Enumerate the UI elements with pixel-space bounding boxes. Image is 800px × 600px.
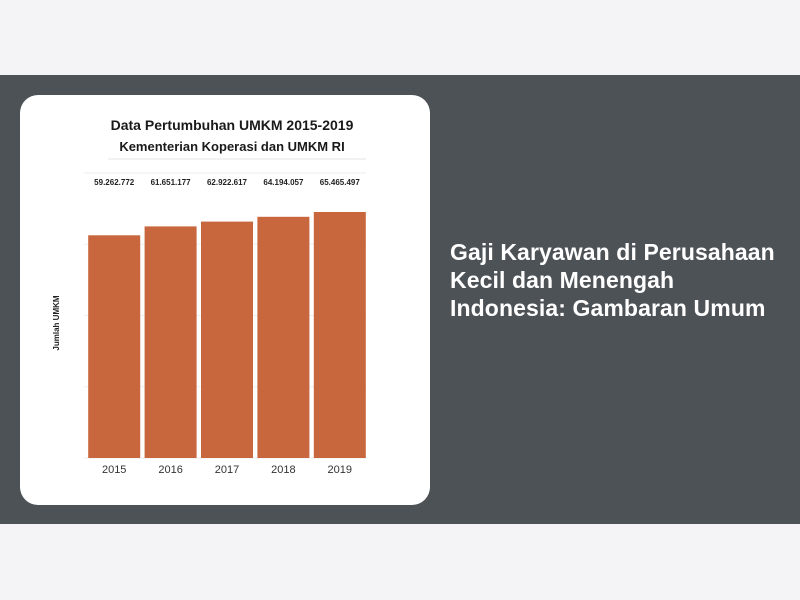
value-label-2019: 65.465.497 bbox=[320, 178, 361, 187]
value-label-2017: 62.922.617 bbox=[207, 178, 248, 187]
x-tick-2018: 2018 bbox=[271, 464, 295, 476]
chart-image-card: Data Pertumbuhan UMKM 2015-2019 Kementer… bbox=[20, 95, 430, 505]
bar-2015 bbox=[88, 235, 141, 458]
top-band bbox=[0, 0, 800, 75]
bar-2016 bbox=[144, 226, 197, 458]
page-title: Gaji Karyawan di Perusahaan Kecil dan Me… bbox=[450, 239, 775, 321]
value-label-2016: 61.651.177 bbox=[151, 178, 192, 187]
y-axis-label: Jumlah UMKM bbox=[52, 295, 61, 350]
x-tick-2017: 2017 bbox=[215, 464, 239, 476]
bar-2018 bbox=[257, 216, 310, 458]
x-tick-labels: 2015 2016 2017 2018 2019 bbox=[102, 464, 352, 476]
x-tick-2015: 2015 bbox=[102, 464, 126, 476]
x-tick-2016: 2016 bbox=[158, 464, 182, 476]
hero-section: Data Pertumbuhan UMKM 2015-2019 Kementer… bbox=[0, 75, 800, 524]
bars bbox=[88, 212, 366, 458]
x-tick-2019: 2019 bbox=[328, 464, 352, 476]
chart-subtitle: Kementerian Koperasi dan UMKM RI bbox=[119, 139, 344, 154]
bar-2019 bbox=[313, 212, 366, 458]
bottom-band bbox=[0, 524, 800, 600]
value-labels: 59.262.772 61.651.177 62.922.617 64.194.057… bbox=[94, 178, 360, 187]
value-label-2018: 64.194.057 bbox=[263, 178, 304, 187]
value-label-2015: 59.262.772 bbox=[94, 178, 135, 187]
bar-2017 bbox=[201, 221, 253, 458]
chart-title: Data Pertumbuhan UMKM 2015-2019 bbox=[111, 117, 354, 133]
umkm-bar-chart: Data Pertumbuhan UMKM 2015-2019 Kementer… bbox=[52, 117, 366, 476]
